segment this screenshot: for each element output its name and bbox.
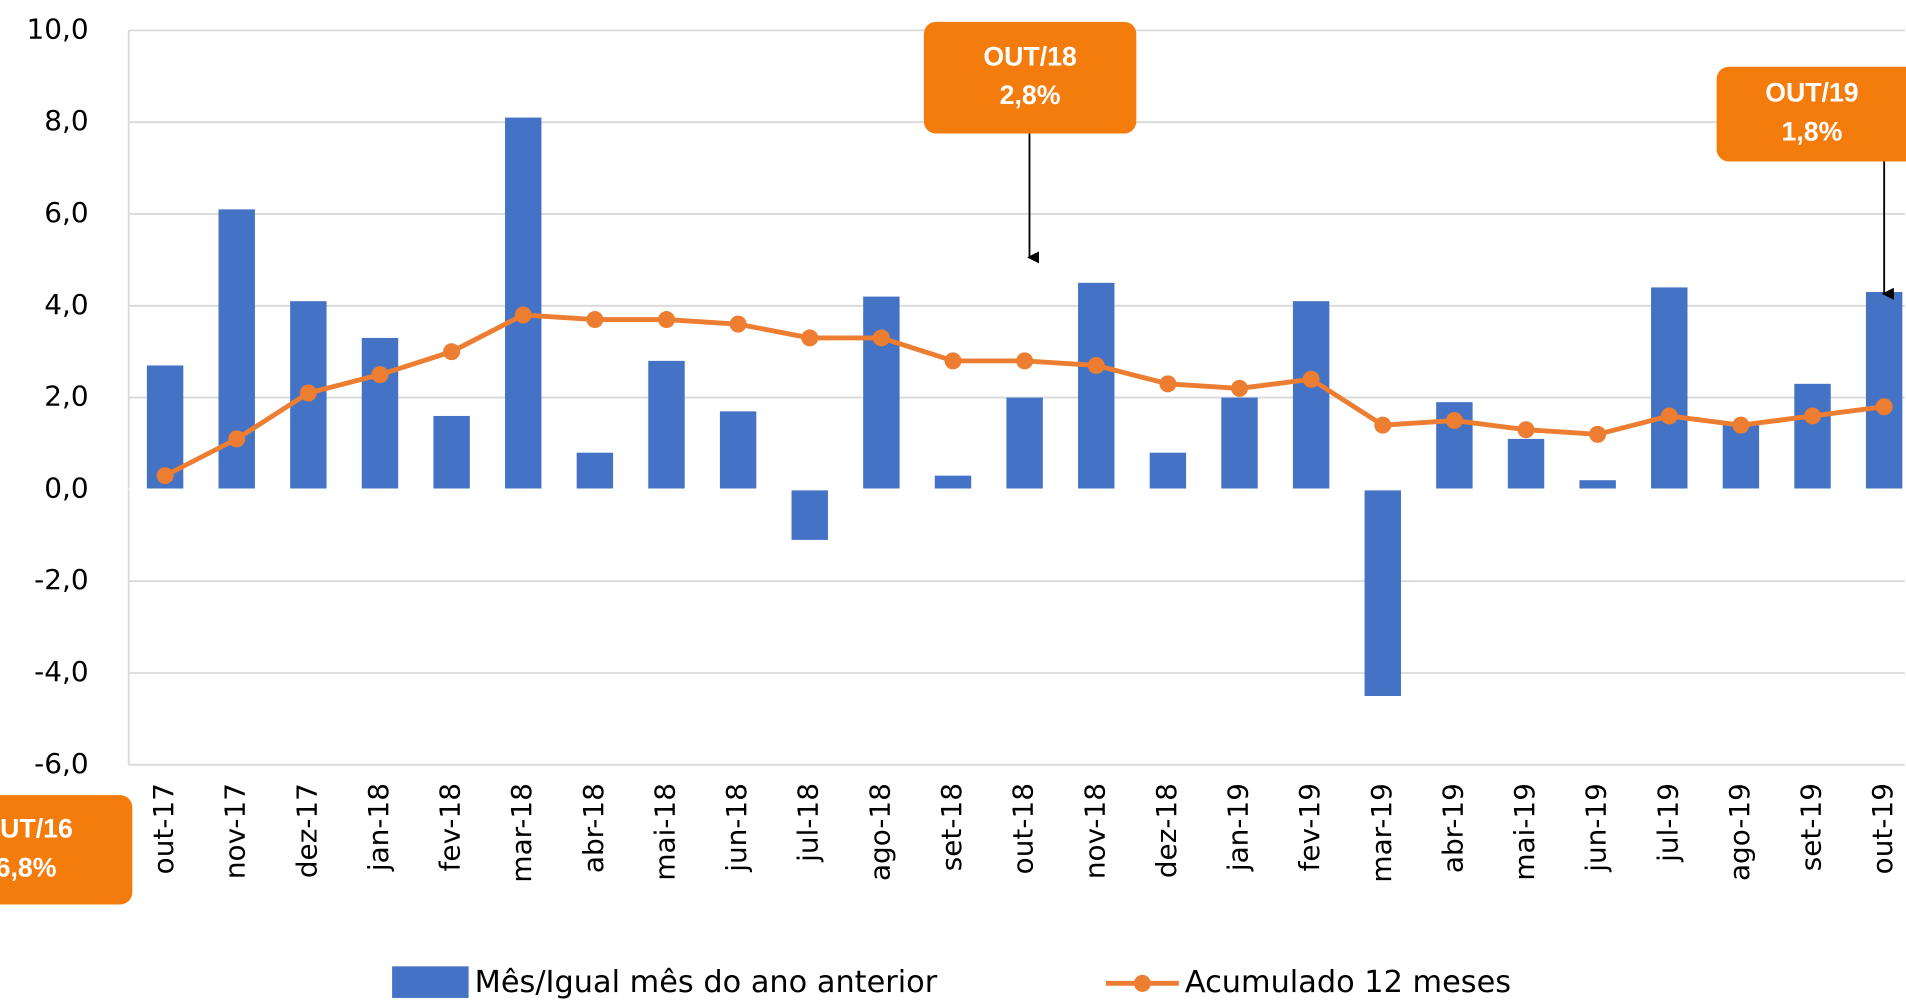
bar [1722,425,1760,490]
bar [576,452,614,490]
bar [1364,489,1401,696]
y-tick-label: -6,0 [34,747,88,780]
line-marker [1302,370,1320,388]
x-tick-label: ago-19 [1723,783,1756,881]
x-tick-label: mai-18 [648,783,681,881]
x-tick-label: dez-18 [1150,783,1183,878]
line-marker [586,311,604,329]
y-tick-label: 10,0 [26,12,88,45]
line-marker [1660,407,1678,425]
bar [1149,452,1187,490]
bar [719,411,757,490]
annotation-box [0,795,133,905]
x-tick-label: jul-18 [792,783,825,863]
bar [648,360,685,490]
x-tick-label: out-17 [147,783,180,874]
bar [1865,292,1903,490]
x-tick-label: out-19 [1866,783,1899,874]
line-marker [1231,379,1249,397]
line-marker [514,306,532,324]
x-tick-label: abr-18 [577,783,610,873]
annotation-box [1716,66,1906,162]
bar [1221,397,1258,490]
x-tick-label: abr-19 [1436,783,1469,873]
x-tick-label: jul-19 [1651,783,1684,863]
bar [1292,301,1330,490]
legend-label: Acumulado 12 meses [1185,965,1511,1000]
line-marker [228,430,246,448]
line-marker [1445,412,1463,430]
x-tick-label: dez-17 [290,783,323,878]
line-marker [1016,352,1034,370]
x-tick-label: mai-19 [1508,783,1541,881]
line-marker [156,467,174,485]
line-marker [872,329,890,347]
y-tick-label: -2,0 [34,563,88,596]
x-tick-label: fev-18 [434,783,467,871]
bar [1794,383,1831,490]
y-tick-label: 8,0 [44,104,88,137]
bar [505,117,542,490]
bar [1078,282,1115,490]
line-marker [1589,425,1607,443]
legend-label: Mês/Igual mês do ano anterior [475,965,938,1000]
bar [934,475,972,490]
bar [433,415,470,490]
line-marker [729,315,747,333]
legend-swatch [1133,974,1151,992]
annotation-title: OUT/16 [0,813,73,843]
bar [1651,287,1688,490]
line-marker [944,352,962,370]
y-tick-label: 4,0 [44,288,88,321]
line-marker [1517,421,1535,439]
legend-swatch [392,966,469,998]
line-marker [1732,416,1750,434]
line-marker [1875,398,1893,416]
x-tick-label: fev-19 [1293,783,1326,871]
line-marker [1159,375,1177,393]
line-marker [657,311,675,329]
line-marker [371,366,389,384]
annotation-box [923,21,1137,134]
x-tick-label: jun-19 [1580,783,1613,873]
x-tick-label: set-19 [1795,783,1828,871]
line-marker [801,329,819,347]
bar [791,489,828,540]
annotation-text: 6,8% [0,852,57,882]
bar [863,296,900,490]
x-tick-label: jan-18 [362,783,395,872]
annotation-title: OUT/19 [1765,78,1858,108]
annotation-title: OUT/18 [983,41,1077,71]
x-tick-label: mar-19 [1365,783,1398,883]
bar [361,337,399,490]
y-tick-label: 6,0 [44,196,88,229]
x-tick-label: jan-19 [1222,783,1255,872]
line-marker [1374,416,1392,434]
x-tick-label: set-18 [935,783,968,871]
line-marker [1087,356,1105,374]
line-marker [1804,407,1822,425]
y-tick-label: 0,0 [44,471,88,504]
x-tick-label: jun-18 [720,783,753,873]
annotation-text: 1,8% [1782,117,1843,147]
bar [1579,480,1616,490]
y-tick-label: 2,0 [44,380,88,413]
bar [1006,397,1043,490]
x-tick-label: nov-18 [1078,783,1111,879]
x-tick-label: mar-18 [505,783,538,883]
annotation-text: 2,8% [1000,80,1061,110]
y-tick-label: -4,0 [34,655,88,688]
bar [1507,438,1545,490]
x-tick-label: nov-17 [219,783,252,879]
line-marker [443,343,461,361]
line-marker [299,384,317,402]
x-tick-label: out-18 [1007,783,1040,874]
x-tick-label: ago-18 [863,783,896,881]
